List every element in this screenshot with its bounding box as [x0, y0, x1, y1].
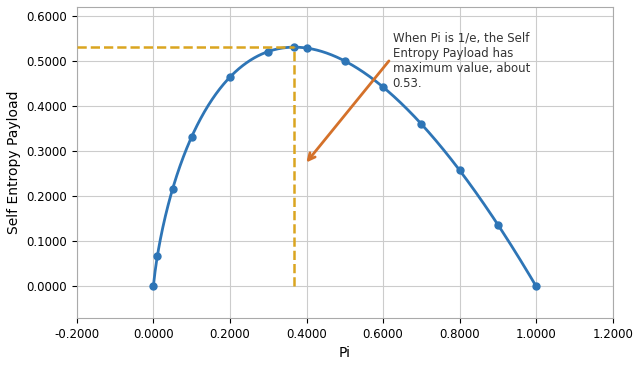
Text: When Pi is 1/e, the Self
Entropy Payload has
maximum value, about
0.53.: When Pi is 1/e, the Self Entropy Payload…	[392, 32, 530, 90]
X-axis label: Pi: Pi	[339, 346, 351, 360]
Y-axis label: Self Entropy Payload: Self Entropy Payload	[7, 91, 21, 234]
